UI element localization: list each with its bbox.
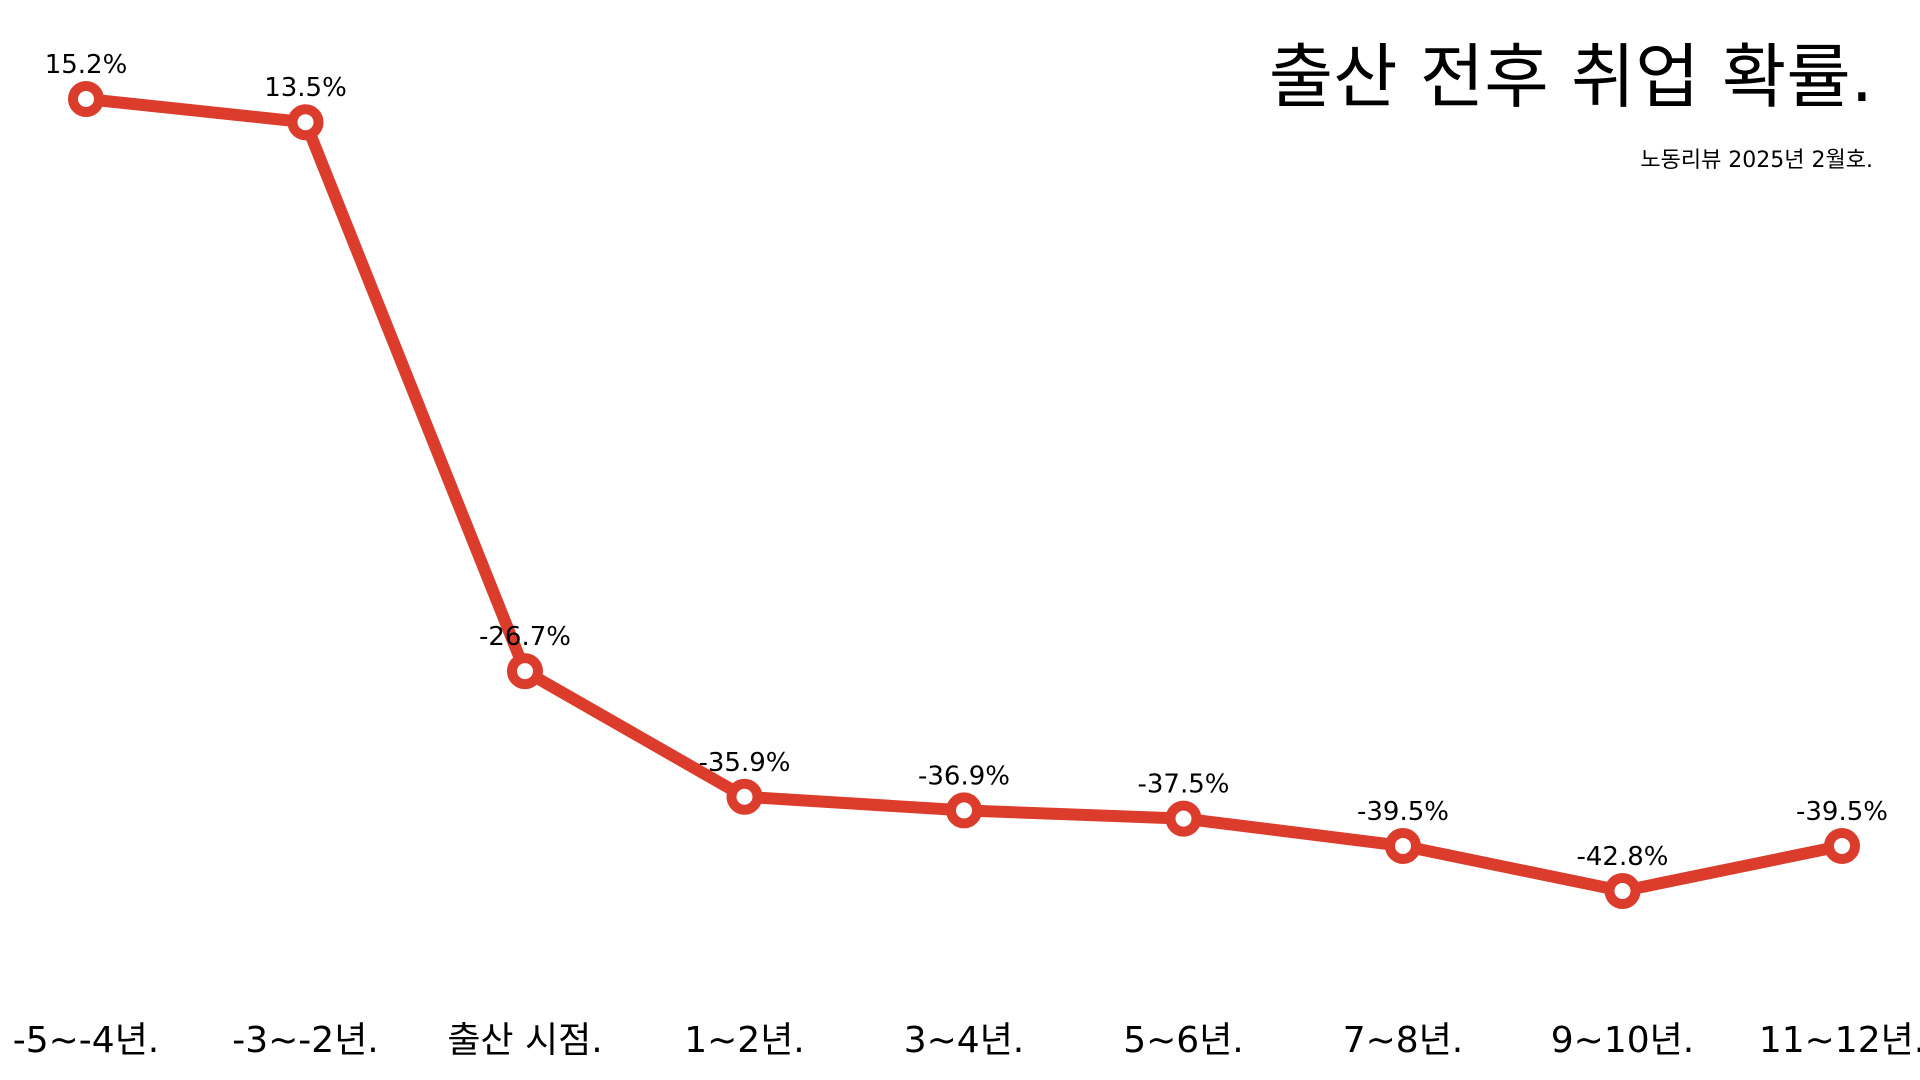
data-label: -42.8% (1577, 842, 1669, 872)
x-tick-label: -5~-4년. (13, 1020, 160, 1061)
data-point (287, 104, 324, 141)
x-tick-label: 5~6년. (1123, 1020, 1244, 1061)
data-label: -36.9% (918, 761, 1010, 791)
data-label: 13.5% (264, 73, 347, 103)
x-tick-label: 11~12년. (1759, 1020, 1920, 1061)
data-point (1604, 873, 1641, 909)
data-point (507, 653, 543, 690)
data-point (726, 778, 763, 815)
chart-title: 출산 전후 취업 확률. (1268, 36, 1873, 118)
x-tick-label: 7~8년. (1343, 1020, 1464, 1061)
data-label: -39.5% (1357, 797, 1449, 827)
data-label: -26.7% (479, 622, 571, 652)
x-tick-label: 3~4년. (904, 1020, 1025, 1061)
data-label: 15.2% (45, 50, 128, 80)
x-tick-label: 출산 시점. (447, 1020, 602, 1061)
data-point (1165, 800, 1202, 837)
x-tick-label: 9~10년. (1551, 1020, 1694, 1061)
data-point (1385, 827, 1421, 864)
data-point (1824, 827, 1860, 864)
data-label: -35.9% (699, 748, 791, 778)
x-tick-label: 1~2년. (684, 1020, 805, 1061)
x-tick-label: -3~-2년. (232, 1020, 379, 1061)
data-point (946, 792, 982, 829)
chart-source: 노동리뷰 2025년 2월호. (1640, 148, 1873, 173)
data-label: -37.5% (1138, 770, 1230, 800)
data-point (68, 81, 104, 117)
data-label: -39.5% (1796, 797, 1888, 827)
